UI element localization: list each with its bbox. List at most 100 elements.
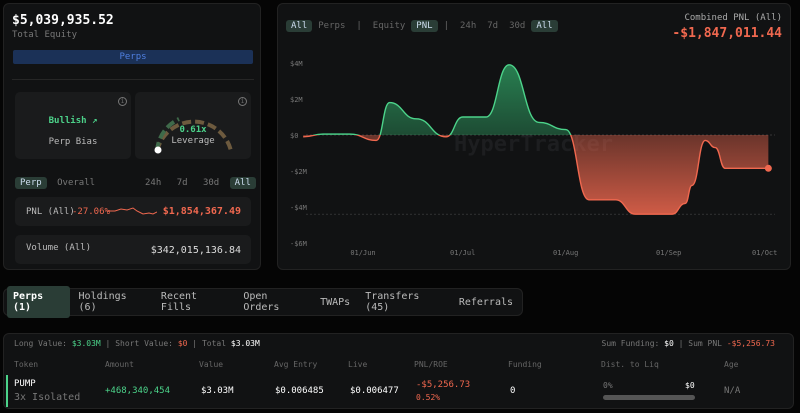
short-value: $0 — [177, 339, 188, 348]
x-tick-label: 01/Oct — [752, 249, 777, 257]
age: N/A — [724, 386, 741, 396]
chart-filter-perps[interactable]: Perps — [318, 21, 346, 31]
column-header: Avg Entry — [274, 360, 318, 369]
tab-recent-fills[interactable]: Recent Fills — [160, 291, 198, 313]
y-tick-label: -$4M — [290, 204, 307, 212]
funding-value: $0 — [664, 339, 674, 348]
tab-holdings[interactable]: Holdings (6) — [78, 291, 127, 313]
combined-pnl-value: -$1,847,011.44 — [672, 26, 782, 41]
bias-value: Bullish — [48, 116, 87, 126]
account-summary-panel: $5,039,935.52 Total Equity Perps i Bulli… — [3, 3, 261, 270]
pnl-line-positive — [312, 64, 572, 135]
tab-perps[interactable]: Perps (1) — [7, 286, 70, 318]
leverage-card: i 0.61x Leverage — [135, 92, 251, 159]
chart-filter-24h[interactable]: 24h — [459, 21, 477, 31]
leverage-label: Leverage — [171, 136, 215, 146]
volume-value: $342,015,136.84 — [150, 245, 241, 256]
column-header: Funding — [508, 360, 542, 369]
y-tick-label: $2M — [290, 96, 303, 104]
tab-twaps[interactable]: TWAPs — [320, 296, 351, 308]
long-label: Long Value: — [14, 339, 67, 348]
chart-filter-30d[interactable]: 30d — [509, 21, 526, 31]
funding-label: Sum Funding: — [601, 339, 660, 348]
volume-card: Volume (All) $342,015,136.84 — [15, 235, 251, 264]
liq-distance-bar — [603, 395, 695, 400]
perp-bias-card: i Bullish ↗ Perp Bias — [15, 92, 131, 159]
divider — [12, 79, 254, 80]
pnl-card: PNL (All) -27.06% $1,854,367.49 — [15, 197, 251, 226]
range-all[interactable]: All — [229, 177, 256, 189]
negative-area — [303, 135, 769, 215]
column-header: Dist. to Liq — [601, 360, 659, 369]
y-tick-label: $0 — [290, 132, 298, 140]
row-indicator — [6, 375, 8, 407]
range-24h[interactable]: 24h — [145, 178, 162, 188]
y-tick-label: $4M — [290, 60, 303, 68]
token-mode: 3x Isolated — [14, 392, 81, 403]
x-tick-label: 01/Sep — [656, 249, 681, 257]
avg-entry: $0.006485 — [275, 386, 324, 396]
pnl-chart: $4M $2M $0 -$2M -$4M -$6M 01/Jun 01/Jul 01/Aug 01… — [290, 60, 777, 257]
chart-filter-all[interactable]: All — [531, 20, 558, 32]
trend-up-icon: ↗ — [86, 116, 98, 126]
roe: 0.52% — [416, 393, 441, 402]
total-value: $3.03M — [230, 339, 260, 348]
x-tick-label: 01/Aug — [553, 249, 578, 257]
pnl: -$5,256.73 — [416, 380, 471, 390]
chart-filter-7d[interactable]: 7d — [487, 21, 499, 31]
total-equity: $5,039,935.52 — [12, 13, 114, 28]
column-header: Amount — [105, 360, 134, 369]
value: $3.03M — [201, 386, 234, 396]
scope-perp[interactable]: Perp — [15, 177, 47, 189]
pnl-sparkline — [107, 207, 157, 215]
pnl-pct: -27.06% — [72, 207, 110, 217]
leverage-value: 0.61x — [179, 125, 207, 135]
pnl-chart-panel: All Perps | Equity PNL | 24h 7d 30d All Combined … — [277, 3, 791, 270]
column-header: Token — [14, 360, 39, 369]
info-icon[interactable]: i — [238, 97, 247, 106]
separator: | — [356, 21, 362, 31]
chart-filter-equity[interactable]: Equity — [372, 21, 406, 31]
range-30d[interactable]: 30d — [202, 178, 220, 188]
column-header: Age — [724, 360, 739, 369]
bias-label: Perp Bias — [48, 137, 98, 147]
liq-pct: 0% — [603, 381, 613, 390]
positions-panel: Long Value: $3.03M | Short Value: $0 | T… — [3, 333, 794, 409]
token-name[interactable]: PUMP — [14, 379, 36, 389]
pnl-line-negative — [303, 135, 769, 215]
amount: +468,340,454 — [105, 386, 171, 396]
chart-filter-pnl[interactable]: PNL — [411, 20, 438, 32]
column-header: PNL/ROE — [414, 360, 448, 369]
x-tick-label: 01/Jun — [350, 249, 375, 257]
sum-pnl-label: Sum PNL — [688, 339, 722, 348]
short-label: Short Value: — [115, 339, 173, 348]
info-icon[interactable]: i — [118, 97, 127, 106]
range-7d[interactable]: 7d — [176, 178, 188, 188]
tab-bar: Perps (1) Holdings (6) Recent Fills Open Or… — [3, 286, 523, 318]
leverage-gauge — [154, 117, 233, 154]
combined-pnl-label: Combined PNL (All) — [684, 13, 782, 23]
funding: 0 — [510, 386, 516, 396]
chart-filter-all[interactable]: All — [286, 20, 313, 32]
tab-transfers[interactable]: Transfers (45) — [365, 291, 420, 313]
volume-label: Volume (All) — [26, 243, 92, 253]
total-label: Total — [201, 339, 227, 348]
y-tick-label: -$6M — [290, 240, 307, 248]
separator: | — [443, 21, 449, 31]
pnl-label: PNL (All) — [26, 207, 75, 217]
sum-pnl-value: -$5,256.73 — [726, 339, 775, 348]
column-header: Value — [199, 360, 224, 369]
column-header: Live — [348, 360, 368, 369]
scope-overall[interactable]: Overall — [57, 178, 96, 188]
long-value: $3.03M — [71, 339, 101, 348]
live-price: $0.006477 — [350, 386, 399, 396]
last-point-marker — [764, 164, 772, 172]
chart-controls: All Perps | Equity PNL | 24h 7d 30d All — [286, 20, 559, 32]
total-equity-label: Total Equity — [12, 30, 78, 40]
liq-value: $0 — [685, 381, 695, 390]
pnl-value: $1,854,367.49 — [162, 206, 241, 217]
tab-referrals[interactable]: Referrals — [458, 296, 514, 308]
perps-bar: Perps — [13, 50, 253, 64]
tab-open-orders[interactable]: Open Orders — [243, 291, 280, 313]
y-tick-label: -$2M — [290, 168, 307, 176]
